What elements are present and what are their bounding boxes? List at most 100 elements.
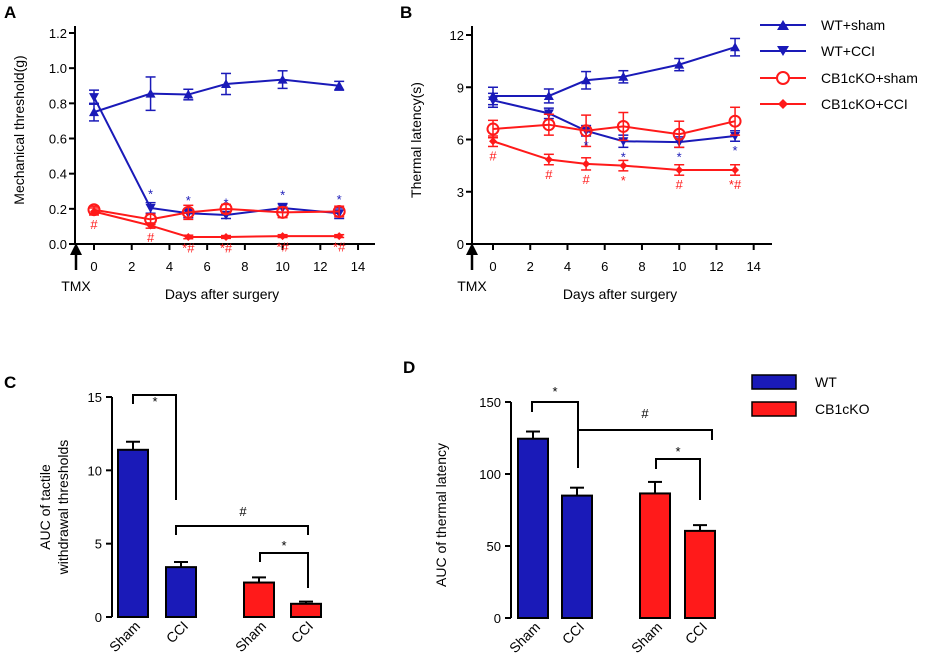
data-point (335, 232, 344, 241)
legend-bottom: WT CB1cKO (751, 374, 870, 417)
data-point (618, 137, 629, 147)
series-line (493, 46, 736, 97)
panel-a-y-tick-label: 0.4 (49, 167, 67, 182)
data-point (618, 71, 629, 81)
panel-c-y-tick-label: 5 (95, 537, 102, 552)
panel-d-y-tick-label: 150 (479, 395, 501, 410)
annotation-mark: *# (220, 240, 233, 255)
panel-b-series-cb1cko-sham (486, 106, 742, 149)
data-point (183, 89, 194, 99)
data-point (544, 155, 553, 164)
annotation-mark: # (90, 217, 98, 232)
data-point (278, 232, 287, 241)
panel-a-x-tick-label: 2 (128, 259, 135, 274)
bar (290, 602, 322, 618)
panel-d-sig-hash: # (641, 406, 649, 421)
panel-c-y-tick-label: 0 (95, 610, 102, 625)
annotation-mark: * (148, 187, 153, 202)
panel-b-x-tick-label: 4 (564, 259, 571, 274)
annotation-mark: * (280, 188, 285, 203)
series-line (492, 140, 736, 171)
panel-b-x-tick-label: 2 (527, 259, 534, 274)
triangle-down-icon (777, 46, 789, 56)
panel-a-plot-area: # # * * * * * *# *# *# *# (87, 70, 346, 256)
annotation-mark: * (677, 149, 682, 164)
panel-a-series-wt-cci (89, 89, 345, 220)
data-point (674, 59, 685, 69)
data-point (543, 90, 554, 100)
panel-b-x-tick-label: 6 (601, 259, 608, 274)
data-point (332, 204, 346, 218)
data-point (145, 203, 156, 213)
data-point (675, 165, 684, 174)
panel-a-y-tick-label: 0.6 (49, 132, 67, 147)
data-point (582, 159, 591, 168)
panel-d-category-label: Sham (506, 619, 543, 656)
panel-c-bar-4: CCI (288, 600, 322, 646)
panel-c-sig-star-1: * (152, 394, 157, 409)
panel-c-y-label-line2: withdrawal thresholds (55, 440, 71, 576)
blue-swatch-icon (751, 374, 797, 390)
data-point (616, 119, 630, 133)
annotation-mark: * (621, 173, 626, 188)
series-line (93, 210, 340, 238)
series-line (93, 96, 340, 216)
open-circle-icon (776, 71, 790, 85)
panel-d: D 0 50 100 150 AUC of thermal latency Sham C… (403, 358, 716, 656)
panel-b-x-tick-label: 14 (746, 259, 760, 274)
panel-a-x-tick-label: 6 (204, 259, 211, 274)
bar (165, 566, 197, 619)
data-point (89, 93, 99, 103)
panel-b-y-tick-label: 6 (457, 133, 464, 148)
data-point (277, 74, 288, 84)
panel-a-tmx-label: TMX (61, 278, 91, 294)
data-point (486, 122, 500, 136)
data-point (488, 96, 498, 106)
annotation-mark: # (489, 148, 497, 163)
panel-a-y-tick-label: 0.2 (49, 202, 67, 217)
data-point (184, 232, 193, 241)
panel-a-x-tick-label: 8 (241, 259, 248, 274)
panel-a: A 0.0 0.2 0.4 0.6 0.8 1.0 1.2 0 2 4 6 8 10 12 14 Days… (4, 3, 375, 302)
panel-c: C 0 5 10 15 AUC of tactile withdrawal thres… (4, 373, 322, 655)
panel-c-sig-star-2: * (281, 538, 286, 553)
panel-d-category-label: Sham (628, 619, 665, 656)
legend-label-ko-cci: CB1cKO+CCI (821, 96, 908, 112)
bar (684, 529, 716, 620)
annotation-mark: * (621, 149, 626, 164)
panel-b-tmx-arrow (466, 243, 478, 270)
panel-b-plot-area: ##*#***#**# (486, 37, 742, 192)
panel-d-bar-4: CCI (682, 524, 716, 647)
panel-b-series-cb1cko-cci (488, 135, 741, 176)
annotation-mark: * (186, 193, 191, 208)
annotation-mark: *# (276, 239, 289, 254)
data-point (489, 137, 497, 146)
panel-b-series-wt-cci (488, 92, 741, 149)
panel-c-y-tick-label: 10 (88, 463, 102, 478)
data-point (222, 232, 231, 241)
panel-d-bar-3: Sham (628, 480, 671, 656)
annotation-mark: # (582, 172, 590, 187)
panel-b-y-tick-label: 0 (457, 237, 464, 252)
panel-a-x-tick-label: 4 (166, 259, 173, 274)
series-line (93, 207, 340, 221)
bar (243, 581, 275, 618)
panel-b-series-wt-sham (488, 37, 741, 106)
panel-a-y-tick-label: 0.8 (49, 96, 67, 111)
panel-d-y-label: AUC of thermal latency (433, 443, 449, 587)
legend-top: WT+sham WT+CCI CB1cKO+sham CB1cKO+CCI (760, 17, 918, 112)
panel-b-y-tick-label: 9 (457, 80, 464, 95)
annotation-mark: * (733, 143, 738, 158)
panel-b-tmx-label: TMX (457, 278, 487, 294)
panel-d-bar-2: CCI (559, 486, 593, 647)
data-point (219, 202, 233, 216)
data-point (730, 132, 741, 142)
annotation-mark: # (676, 177, 684, 192)
panel-a-y-tick-label: 1.0 (49, 61, 67, 76)
data-point (579, 124, 593, 138)
panel-c-significance: * # * (132, 394, 309, 588)
triangle-up-icon (777, 20, 789, 30)
panel-a-letter: A (4, 3, 16, 22)
